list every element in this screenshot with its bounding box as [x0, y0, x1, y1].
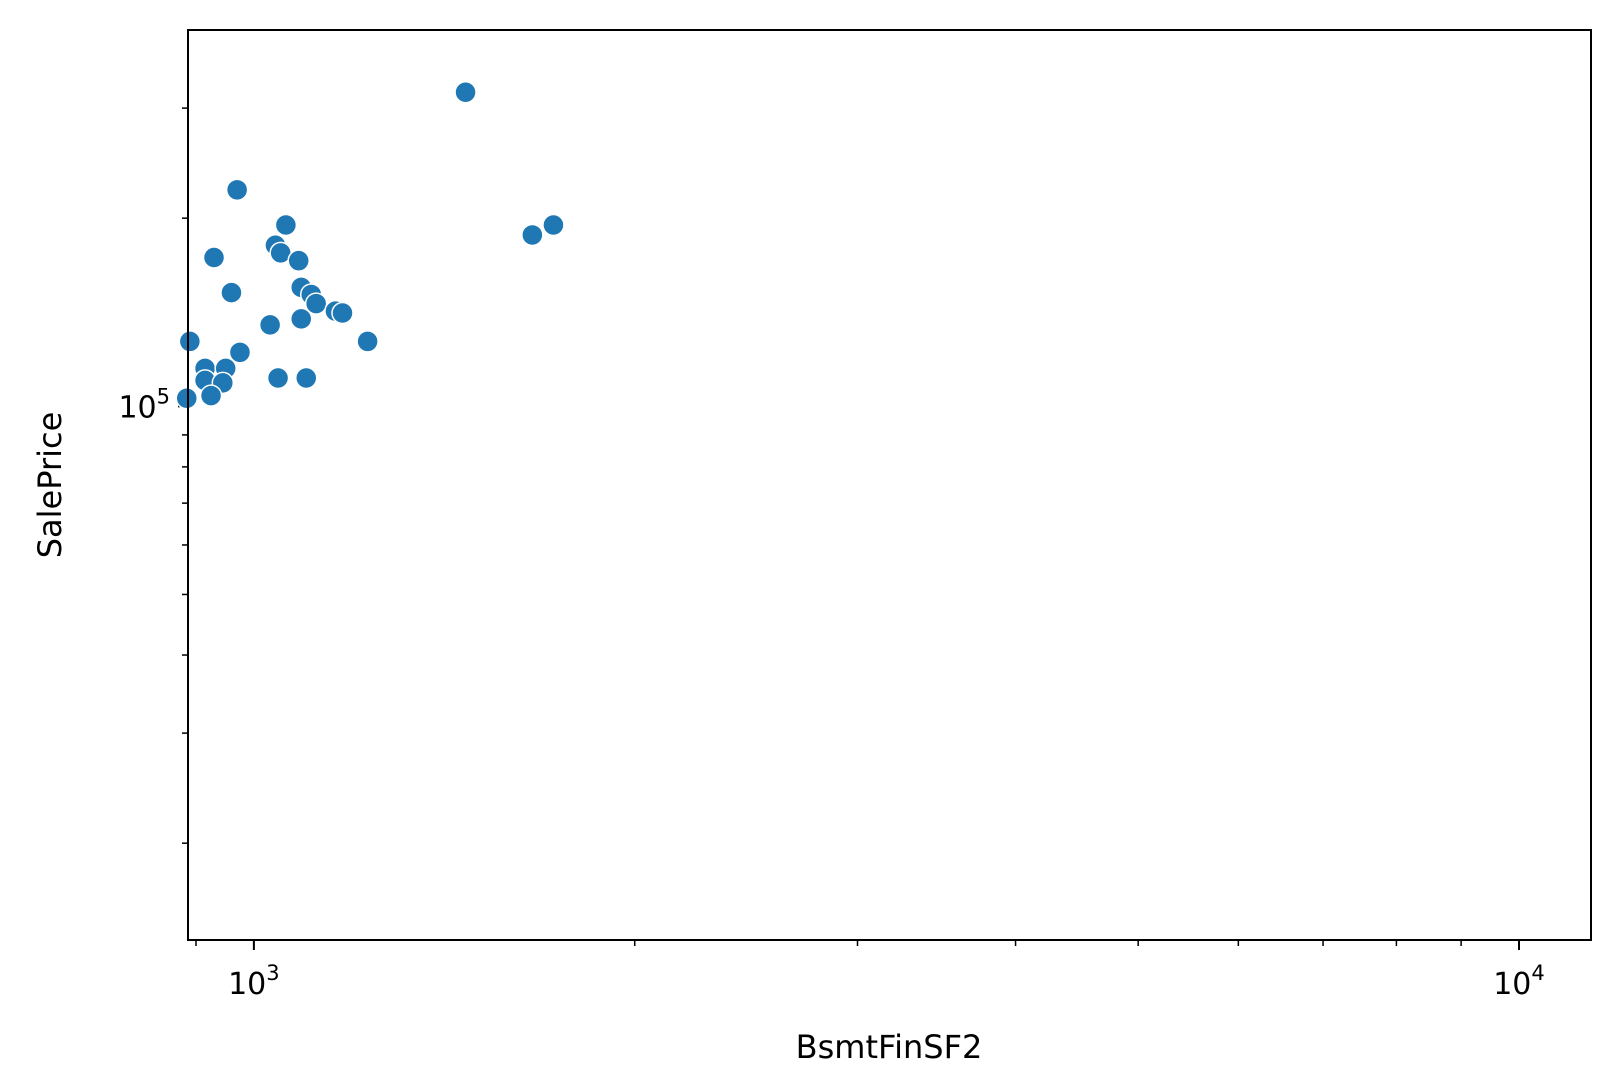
scatter-point [356, 330, 379, 353]
data-points [175, 81, 565, 410]
scatter-point [287, 249, 310, 272]
scatter-point [521, 223, 544, 247]
scatter-point [266, 366, 290, 390]
scatter-point [304, 292, 328, 315]
x-axis-title: BsmtFinSF2 [796, 1028, 983, 1066]
y-tick-label: 105 [118, 384, 170, 425]
x-tick-label: 104 [1493, 961, 1545, 1002]
scatter-point [331, 301, 354, 325]
scatter-point [258, 313, 282, 337]
scatter-point [202, 246, 226, 269]
scatter-point [225, 178, 249, 202]
scatter-point [542, 213, 565, 237]
scatter-point [220, 281, 243, 304]
x-axis: 103 104 [195, 940, 1545, 1002]
scatter-point [289, 307, 313, 331]
scatter-point [295, 366, 318, 390]
scatter-point [175, 387, 199, 410]
scatter-point [274, 213, 298, 237]
y-axis-title: SalePrice [31, 412, 69, 559]
plot-frame [187, 29, 1592, 941]
scatter-point [199, 384, 223, 407]
scatter-point [178, 330, 202, 353]
scatter-point [228, 341, 252, 364]
scatter-point [454, 81, 477, 104]
y-axis: 105 [118, 107, 188, 844]
x-tick-label: 103 [228, 961, 280, 1002]
